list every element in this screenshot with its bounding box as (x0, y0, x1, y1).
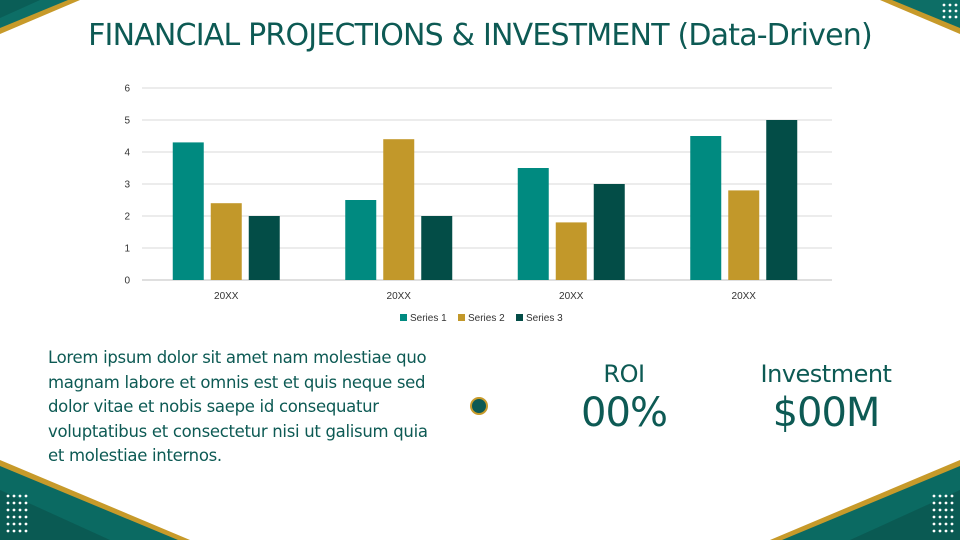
bar (345, 200, 377, 280)
y-tick-label: 3 (124, 180, 130, 191)
y-tick-label: 1 (124, 244, 130, 255)
bottom-left-corner-decoration (0, 460, 190, 540)
bar (555, 222, 587, 280)
x-tick-label: 20XX (559, 291, 584, 302)
bar (248, 216, 280, 280)
bar (421, 216, 453, 280)
legend-swatch (458, 314, 465, 321)
bar (728, 190, 760, 280)
roi-label: ROI (603, 360, 645, 388)
legend-label: Series 3 (526, 313, 563, 324)
slide-title: FINANCIAL PROJECTIONS & INVESTMENT (Data… (88, 18, 873, 53)
y-tick-label: 2 (124, 212, 130, 223)
investment-label: Investment (760, 360, 892, 388)
bar (766, 120, 798, 280)
roi-value: 00% (581, 390, 668, 436)
top-right-corner-decoration (880, 0, 960, 34)
legend-label: Series 2 (468, 313, 505, 324)
top-left-corner-decoration (0, 0, 80, 34)
investment-value: $00M (772, 390, 881, 436)
x-tick-label: 20XX (387, 291, 412, 302)
legend-swatch (516, 314, 523, 321)
y-tick-label: 6 (124, 84, 130, 95)
bar (210, 203, 242, 280)
bar (593, 184, 625, 280)
bar (690, 136, 722, 280)
investment-metric: Investment $00M (736, 360, 916, 436)
x-tick-label: 20XX (214, 291, 239, 302)
y-tick-label: 4 (124, 148, 130, 159)
roi-metric: ROI 00% (554, 360, 694, 436)
bar (383, 139, 415, 280)
y-tick-label: 5 (124, 116, 130, 127)
bottom-right-corner-decoration (770, 460, 960, 540)
description-text: Lorem ipsum dolor sit amet nam molestiae… (48, 348, 428, 465)
bullet-dot-icon (470, 397, 488, 415)
bar (517, 168, 549, 280)
legend-swatch (400, 314, 407, 321)
y-tick-label: 0 (124, 276, 130, 287)
x-tick-label: 20XX (732, 291, 757, 302)
legend-label: Series 1 (410, 313, 447, 324)
bar (172, 142, 204, 280)
